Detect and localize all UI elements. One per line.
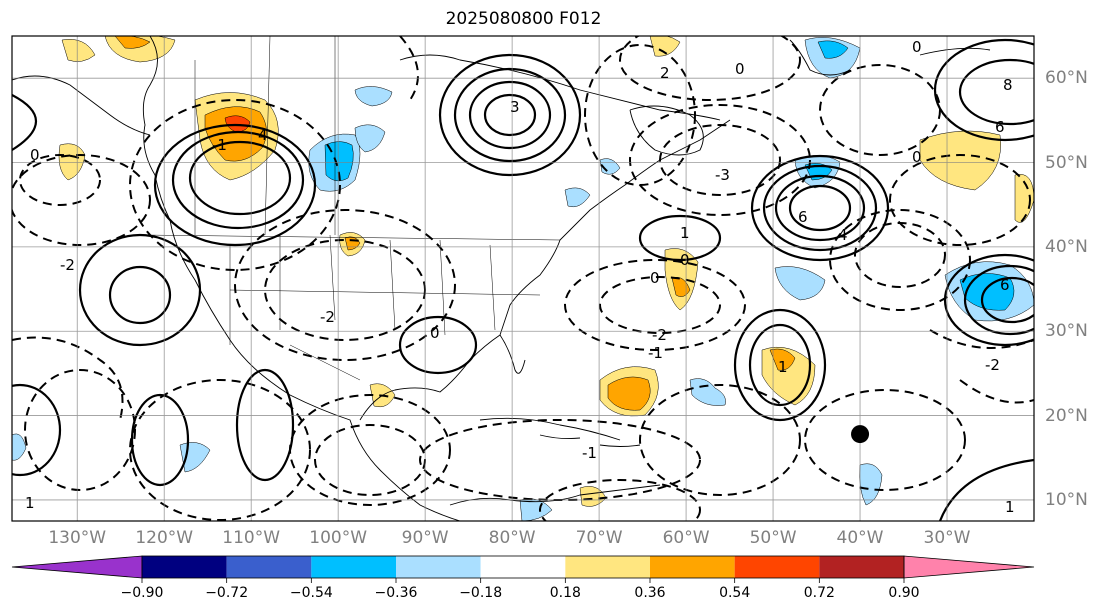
latitude-label: 20°N [1045,405,1088,426]
colorbar-tick-label: −0.36 [374,585,418,601]
colorbar-tick-label: −0.72 [205,585,249,601]
contour-label: 0 [650,269,660,287]
colorbar-tick-label: 0.90 [888,585,920,601]
contour-label: 0 [735,60,745,78]
colorbar-tick-label: −0.90 [120,585,164,601]
contour-label: 6 [1000,276,1010,294]
colorbar-extend-high [903,555,1035,579]
colorbar-segment [480,556,566,578]
location-marker[interactable] [851,425,870,444]
colorbar-segment [226,556,312,578]
colorbar-segment [819,556,904,578]
contour-label: 1 [1005,498,1015,516]
colorbar-tick-label: 0.36 [634,585,666,601]
contour-label: 1 [25,494,35,512]
colorbar-tick-label: 0.54 [719,585,751,601]
latitude-label: 30°N [1045,321,1088,342]
longitude-label: 40°W [836,528,884,548]
contour-label: -1 [212,136,227,154]
longitude-label: 110°W [222,528,281,548]
contour-label: 0 [430,324,440,342]
colorbar-tick-label: −0.54 [289,585,333,601]
contour-label: 6 [995,118,1005,136]
contour-label: -2 [985,356,1000,374]
latitude-label: 40°N [1045,236,1088,257]
contour-labels: 3 6 4 8 6 4 -1 1 0 0 -2 -1 -1 0 0 -3 -2 … [25,38,1015,516]
contour-label: 2 [660,64,670,82]
contour-label: -2 [60,256,75,274]
longitude-label: 120°W [135,528,194,548]
longitude-label: 130°W [48,528,107,548]
colorbar-segment [142,556,227,578]
longitude-label: 100°W [309,528,368,548]
contour-label: 0 [912,148,922,166]
contour-label: 0 [912,38,922,56]
contour-label: 3 [510,98,520,116]
shaded-anomalies [12,36,1034,521]
contour-label: 0 [680,251,690,269]
contour-label: 1 [680,224,690,242]
contours-negative [12,36,1034,521]
contour-label: 4 [838,226,848,244]
contour-label: 8 [1003,76,1013,94]
contour-label: -2 [320,308,335,326]
colorbar-segment [650,556,735,578]
colorbar-tick-label: 0.72 [803,585,835,601]
colorbar-extend-low [11,555,143,579]
colorbar-tick-label: −0.18 [459,585,503,601]
contours-positive [12,38,1034,521]
longitude-label: 70°W [575,528,623,548]
contour-label: 6 [798,208,808,226]
map-frame [11,35,1035,522]
gridlines [12,36,1034,521]
contour-label: -3 [715,166,730,184]
contour-label: 1 [778,358,788,376]
latitude-label: 60°N [1045,68,1088,89]
longitude-label: 90°W [401,528,449,548]
latitude-label: 10°N [1045,489,1088,510]
contour-label: -1 [648,344,663,362]
map-title: 2025080800 F012 [445,9,602,29]
contour-label: 4 [258,126,268,144]
longitude-label: 50°W [749,528,797,548]
contour-label: -2 [652,326,667,344]
colorbar [11,555,1035,583]
colorbar-segment [734,556,820,578]
longitude-label: 80°W [488,528,536,548]
colorbar-segment [311,556,396,578]
colorbar-segment [396,556,481,578]
colorbar-segment [565,556,650,578]
latitude-label: 50°N [1045,152,1088,173]
colorbar-frame [141,555,905,579]
longitude-label: 60°W [662,528,710,548]
colorbar-tick-label: 0.18 [549,585,581,601]
contour-label: -1 [582,444,597,462]
political-borders [144,36,561,381]
contour-label: 0 [30,146,40,164]
longitude-label: 30°W [923,528,971,548]
